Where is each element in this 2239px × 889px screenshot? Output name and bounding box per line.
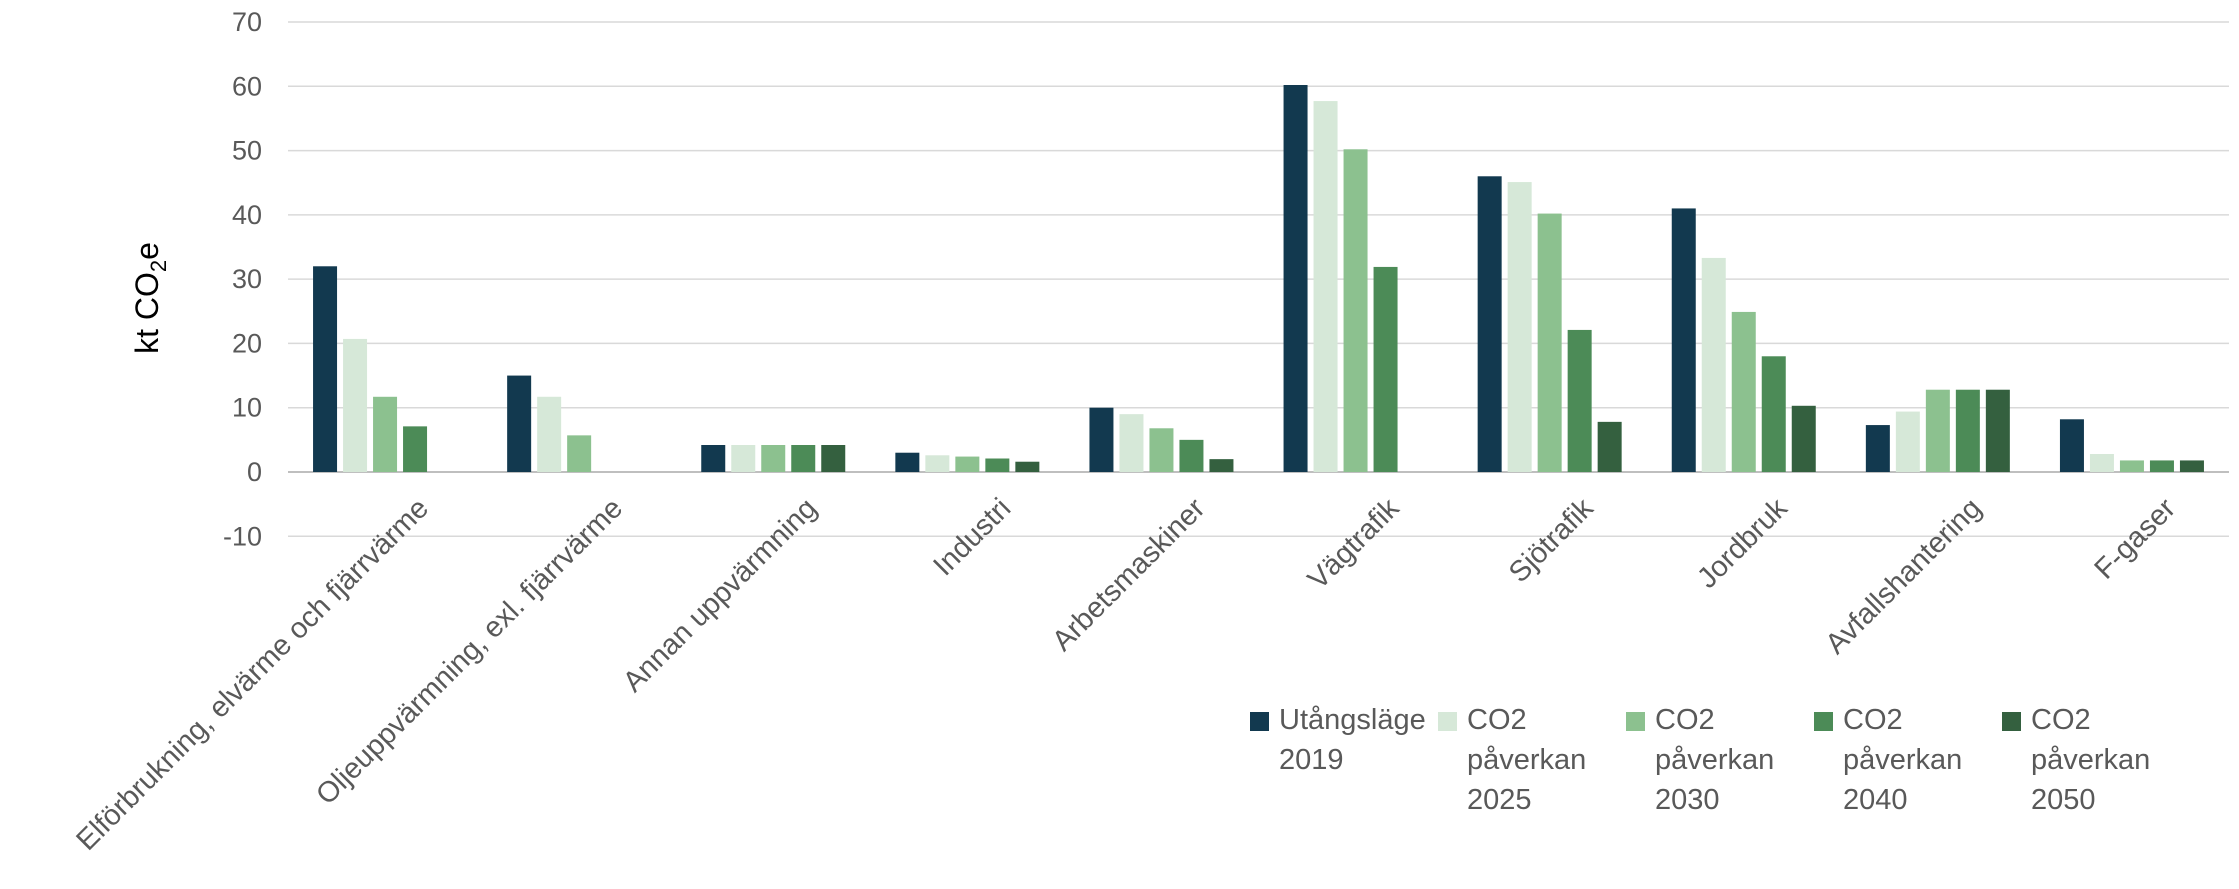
legend-label: 2030 <box>1655 784 1720 816</box>
bar <box>1597 421 1622 472</box>
bar <box>761 445 786 472</box>
y-tick-label: 20 <box>232 328 262 358</box>
bar <box>1477 176 1502 473</box>
category-label: Vägtrafik <box>1302 492 1406 596</box>
y-tick-label: 0 <box>247 457 262 487</box>
legend-label: 2025 <box>1467 784 1532 816</box>
bar <box>1671 208 1696 472</box>
category-label: Industri <box>927 492 1017 582</box>
bar <box>1507 182 1532 473</box>
category-label: Avfallshantering <box>1820 492 1988 660</box>
bar <box>1701 257 1726 472</box>
bar <box>537 396 562 472</box>
bar <box>1343 149 1368 473</box>
bar <box>507 375 532 472</box>
legend: Utångsläge 2019 CO2 påverkan 2025 CO2 på… <box>1250 700 2190 820</box>
bar <box>821 445 846 472</box>
legend-item-2019: Utångsläge 2019 <box>1250 700 1438 820</box>
legend-label: CO2 <box>1467 704 1527 736</box>
bar <box>1283 85 1308 472</box>
bar <box>925 455 950 472</box>
bar <box>1313 101 1338 473</box>
legend-label: påverkan <box>1467 744 1587 776</box>
legend-item-2040: CO2 påverkan 2040 <box>1814 700 2002 820</box>
bar <box>955 456 980 472</box>
bar <box>791 445 816 472</box>
bar <box>1179 439 1204 472</box>
y-tick-label: 10 <box>232 393 262 423</box>
bar <box>343 338 368 472</box>
legend-item-2025: CO2 påverkan 2025 <box>1438 700 1626 820</box>
bar <box>1089 407 1114 472</box>
legend-label: Utångsläge <box>1279 704 1426 736</box>
legend-swatch <box>1814 712 1833 731</box>
category-label: Arbetsmaskiner <box>1046 492 1211 657</box>
legend-label: påverkan <box>1655 744 1775 776</box>
bar <box>985 458 1010 472</box>
category-label: Oljeuppvärmning, exl. fjärrvärme <box>310 492 629 811</box>
bar <box>1537 213 1562 473</box>
category-label: Jordbruk <box>1691 492 1794 595</box>
legend-label: påverkan <box>1843 744 1963 776</box>
bar <box>1895 411 1920 472</box>
y-tick-label: 60 <box>232 71 262 101</box>
category-label: Sjötrafik <box>1503 492 1600 589</box>
bar <box>2149 460 2174 472</box>
legend-swatch <box>1438 712 1457 731</box>
y-tick-label: -10 <box>223 521 262 551</box>
y-axis-ticks: -10 0 10 20 30 40 50 60 70 <box>223 7 262 551</box>
bar <box>1209 459 1234 472</box>
legend-item-2030: CO2 påverkan 2030 <box>1626 700 1814 820</box>
legend-label: CO2 <box>2031 704 2091 736</box>
bar <box>731 445 756 472</box>
y-tick-label: 40 <box>232 200 262 230</box>
bar <box>1955 389 1980 472</box>
bar <box>2089 454 2114 472</box>
legend-item-2050: CO2 påverkan 2050 <box>2002 700 2190 820</box>
legend-swatch <box>2002 712 2021 731</box>
legend-label: CO2 <box>1843 704 1903 736</box>
y-tick-label: 50 <box>232 136 262 166</box>
legend-label: 2040 <box>1843 784 1908 816</box>
bar <box>1015 461 1040 472</box>
category-label: Annan uppvärmning <box>617 492 823 698</box>
bar <box>1119 414 1144 472</box>
legend-label: 2019 <box>1279 744 1344 776</box>
bar <box>313 266 338 472</box>
bar <box>373 396 398 472</box>
bar <box>1373 266 1398 472</box>
y-tick-label: 70 <box>232 7 262 37</box>
bar <box>1985 389 2010 472</box>
category-label: F-gaser <box>2089 492 2183 586</box>
bar <box>1925 389 1950 472</box>
bar <box>701 445 726 472</box>
bar <box>2119 460 2144 472</box>
y-axis-label: kt CO2e <box>129 242 171 354</box>
bar <box>1567 329 1592 472</box>
bar <box>895 452 920 472</box>
legend-swatch <box>1250 712 1269 731</box>
bar <box>1761 356 1786 472</box>
bars <box>313 85 2204 473</box>
bar <box>403 426 428 472</box>
bar <box>1791 405 1816 472</box>
y-tick-label: 30 <box>232 264 262 294</box>
bar <box>567 435 592 472</box>
legend-label: CO2 <box>1655 704 1715 736</box>
legend-label: påverkan <box>2031 744 2151 776</box>
bar <box>2179 460 2204 472</box>
gridlines <box>288 21 2229 538</box>
legend-swatch <box>1626 712 1645 731</box>
bar <box>1731 311 1756 472</box>
legend-label: 2050 <box>2031 784 2096 816</box>
bar <box>1149 428 1174 472</box>
bar <box>2059 419 2084 472</box>
bar <box>1865 425 1890 472</box>
